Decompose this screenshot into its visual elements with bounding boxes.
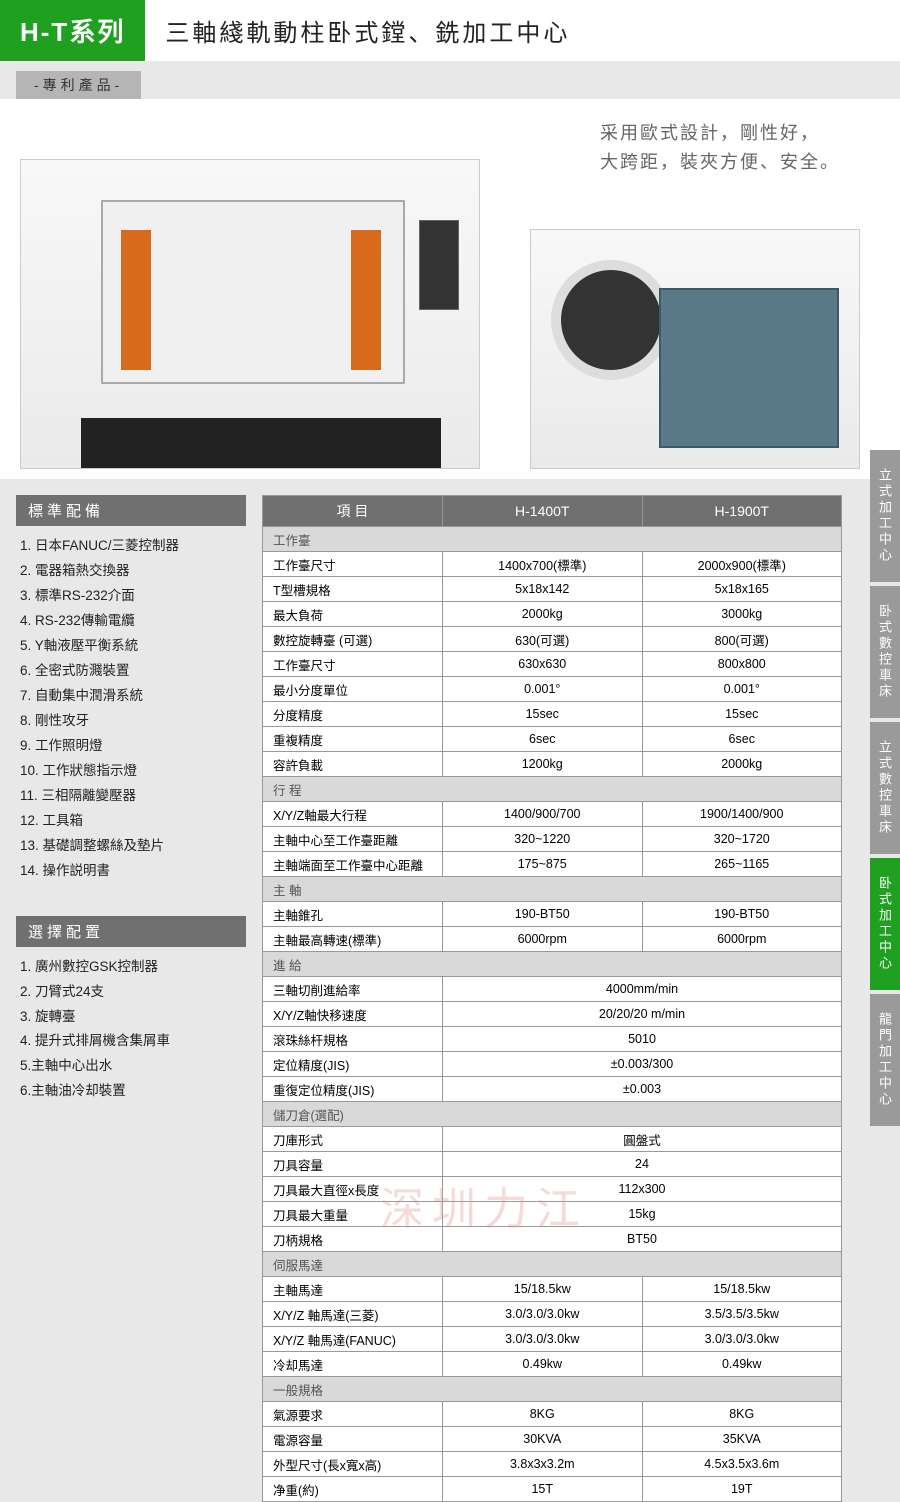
page-title: 三軸綫軌動柱卧式鏜、銑加工中心 (165, 13, 570, 48)
list-item: 5.主軸中心出水 (20, 1054, 242, 1079)
list-item: 7. 自動集中潤滑系統 (20, 684, 242, 709)
hero-section: 采用歐式設計，剛性好， 大跨距，裝夾方便、安全。 (0, 99, 900, 479)
content-area: 標準配備 1. 日本FANUC/三菱控制器2. 電器箱熱交換器3. 標準RS-2… (0, 479, 900, 1502)
spec-section-header: 行 程 (263, 777, 842, 802)
spec-section-header: 儲刀倉(選配) (263, 1102, 842, 1127)
spec-row: 工作臺尺寸630x630800x800 (263, 652, 842, 677)
nav-tab[interactable]: 卧式加工中心 (870, 858, 900, 990)
spec-row: 外型尺寸(長x寬x高)3.8x3x3.2m4.5x3.5x3.6m (263, 1452, 842, 1477)
list-item: 4. RS-232傳輸電纜 (20, 609, 242, 634)
list-item: 13. 基礎調整螺絲及墊片 (20, 834, 242, 859)
spec-section-header: 主 軸 (263, 877, 842, 902)
hero-desc-line1: 采用歐式設計，剛性好， (600, 119, 840, 148)
spec-col-model2: H-1900T (642, 496, 842, 527)
spec-row: 刀具最大直徑x長度112x300 (263, 1177, 842, 1202)
spec-row: 三軸切削進給率4000mm/min (263, 977, 842, 1002)
spec-row: 净重(約)15T19T (263, 1477, 842, 1502)
spec-row: 工作臺尺寸1400x700(標準)2000x900(標準) (263, 552, 842, 577)
list-item: 14. 操作説明書 (20, 859, 242, 884)
spec-section-header: 一般規格 (263, 1377, 842, 1402)
spec-row: X/Y/Z 軸馬達(FANUC)3.0/3.0/3.0kw3.0/3.0/3.0… (263, 1327, 842, 1352)
list-item: 3. 旋轉臺 (20, 1005, 242, 1030)
spec-row: X/Y/Z軸快移速度20/20/20 m/min (263, 1002, 842, 1027)
list-item: 1. 日本FANUC/三菱控制器 (20, 534, 242, 559)
page-header: H-T系列 三軸綫軌動柱卧式鏜、銑加工中心 (0, 0, 900, 61)
spec-table: 項 目 H-1400T H-1900T 工作臺工作臺尺寸1400x700(標準)… (262, 495, 842, 1502)
spec-col-model1: H-1400T (443, 496, 643, 527)
right-tabs: 立式加工中心卧式數控車床立式數控車床卧式加工中心龍門加工中心 (870, 450, 900, 1130)
standard-equip-list: 1. 日本FANUC/三菱控制器2. 電器箱熱交換器3. 標準RS-232介面4… (16, 526, 246, 892)
spec-row: 刀庫形式圓盤式 (263, 1127, 842, 1152)
list-item: 5. Y軸液壓平衡系統 (20, 634, 242, 659)
patent-row: -專利產品- (0, 61, 900, 99)
spec-row: 主軸端面至工作臺中心距離175~875265~1165 (263, 852, 842, 877)
spec-row: 電源容量30KVA35KVA (263, 1427, 842, 1452)
spec-row: 氣源要求8KG8KG (263, 1402, 842, 1427)
spec-row: 定位精度(JIS)±0.003/300 (263, 1052, 842, 1077)
list-item: 6.主軸油冷却裝置 (20, 1079, 242, 1104)
nav-tab[interactable]: 立式數控車床 (870, 722, 900, 854)
spec-row: 冷却馬達0.49kw0.49kw (263, 1352, 842, 1377)
spec-row: T型槽規格5x18x1425x18x165 (263, 577, 842, 602)
spec-row: 刀具容量24 (263, 1152, 842, 1177)
list-item: 1. 廣州數控GSK控制器 (20, 955, 242, 980)
optional-equip-list: 1. 廣州數控GSK控制器2. 刀臂式24支3. 旋轉臺4. 提升式排屑機含集屑… (16, 947, 246, 1113)
spec-row: X/Y/Z 軸馬達(三菱)3.0/3.0/3.0kw3.5/3.5/3.5kw (263, 1302, 842, 1327)
nav-tab[interactable]: 龍門加工中心 (870, 994, 900, 1126)
spec-section-header: 進 給 (263, 952, 842, 977)
list-item: 2. 刀臂式24支 (20, 980, 242, 1005)
hero-description: 采用歐式設計，剛性好， 大跨距，裝夾方便、安全。 (600, 119, 840, 177)
list-item: 8. 剛性攻牙 (20, 709, 242, 734)
series-badge: H-T系列 (0, 0, 145, 61)
list-item: 11. 三相隔離變壓器 (20, 784, 242, 809)
nav-tab[interactable]: 立式加工中心 (870, 450, 900, 582)
spec-row: 主軸馬達15/18.5kw15/18.5kw (263, 1277, 842, 1302)
nav-tab[interactable]: 卧式數控車床 (870, 586, 900, 718)
spec-row: 重復定位精度(JIS)±0.003 (263, 1077, 842, 1102)
spec-row: 刀具最大重量15kg (263, 1202, 842, 1227)
spec-row: 容許負載1200kg2000kg (263, 752, 842, 777)
list-item: 3. 標準RS-232介面 (20, 584, 242, 609)
spec-section-header: 伺服馬達 (263, 1252, 842, 1277)
optional-equip-section: 選擇配置 1. 廣州數控GSK控制器2. 刀臂式24支3. 旋轉臺4. 提升式排… (16, 916, 246, 1113)
spec-row: 重複精度6sec6sec (263, 727, 842, 752)
patent-badge: -專利產品- (16, 71, 141, 99)
spec-row: 刀柄規格BT50 (263, 1227, 842, 1252)
spec-row: 數控旋轉臺 (可選)630(可選)800(可選) (263, 627, 842, 652)
spec-row: 主軸最高轉速(標準)6000rpm6000rpm (263, 927, 842, 952)
spec-row: 分度精度15sec15sec (263, 702, 842, 727)
list-item: 12. 工具箱 (20, 809, 242, 834)
spec-col-item: 項 目 (263, 496, 443, 527)
spec-row: X/Y/Z軸最大行程1400/900/7001900/1400/900 (263, 802, 842, 827)
standard-equip-header: 標準配備 (16, 495, 246, 526)
list-item: 4. 提升式排屑機含集屑車 (20, 1029, 242, 1054)
spec-row: 滾珠絲杆規格5010 (263, 1027, 842, 1052)
spec-row: 主軸中心至工作臺距離320~1220320~1720 (263, 827, 842, 852)
optional-equip-header: 選擇配置 (16, 916, 246, 947)
spec-table-header-row: 項 目 H-1400T H-1900T (263, 496, 842, 527)
list-item: 2. 電器箱熱交換器 (20, 559, 242, 584)
spec-row: 主軸錐孔190-BT50190-BT50 (263, 902, 842, 927)
list-item: 6. 全密式防濺裝置 (20, 659, 242, 684)
machine-photo-main (20, 159, 480, 469)
list-item: 10. 工作狀態指示燈 (20, 759, 242, 784)
list-item: 9. 工作照明燈 (20, 734, 242, 759)
machine-photo-internal (530, 229, 860, 469)
spec-section-header: 工作臺 (263, 527, 842, 552)
hero-desc-line2: 大跨距，裝夾方便、安全。 (600, 148, 840, 177)
standard-equip-section: 標準配備 1. 日本FANUC/三菱控制器2. 電器箱熱交換器3. 標準RS-2… (16, 495, 246, 892)
spec-row: 最大負荷2000kg3000kg (263, 602, 842, 627)
sidebar: 標準配備 1. 日本FANUC/三菱控制器2. 電器箱熱交換器3. 標準RS-2… (16, 495, 246, 1502)
spec-row: 最小分度單位0.001°0.001° (263, 677, 842, 702)
